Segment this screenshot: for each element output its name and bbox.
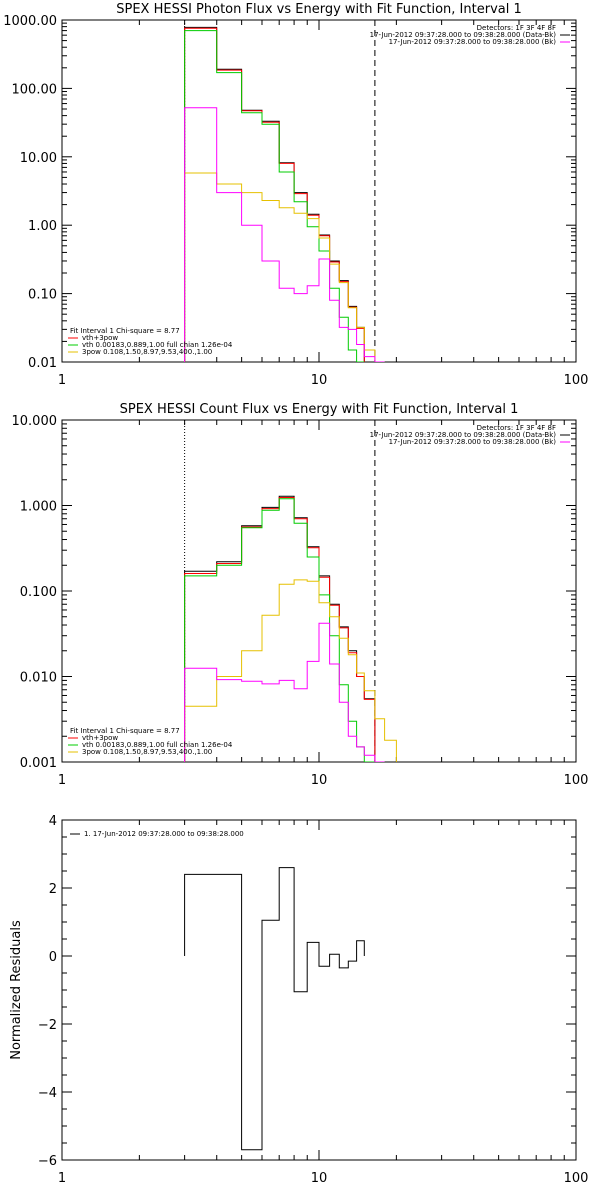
x-tick-label: 100 [564,373,589,388]
series-3 [184,579,397,762]
series-0-curve [184,26,365,362]
series-2 [184,498,375,762]
y-tick-label: 100.00 [12,82,58,97]
chart-title: SPEX HESSI Count Flux vs Energy with Fit… [120,402,519,417]
plot-frame [61,819,577,1161]
series-2-curve [184,30,365,362]
series-4 [184,107,385,362]
x-tick-label: 100 [564,1171,589,1186]
x-tick-label: 10 [311,773,328,788]
series-1-curve [184,27,365,362]
series-1-curve [184,497,376,762]
series-1 [184,497,376,762]
plot-frame [61,19,577,363]
legend-bottom-text: 3pow 0.108,1.50,8.97,9.53,400.,1.00 [82,348,212,356]
legend-top-text: 17-Jun-2012 09:37:28.000 to 09:38:28.000… [370,431,557,439]
x-tick-label: 10 [311,1171,328,1186]
y-tick-label: 0 [49,950,57,965]
legend-bottom-text: 3pow 0.108,1.50,8.97,9.53,400.,1.00 [82,748,212,756]
series-0 [184,26,365,362]
y-axis-label: Normalized Residuals [9,920,24,1060]
y-tick-label: 0.001 [20,756,57,771]
y-tick-label: 1000.00 [3,14,57,29]
series-4-curve [184,622,385,762]
series-0 [184,495,376,762]
legend-top-text: Detectors: 1F 3F 4F 8F [477,24,556,32]
series-0-curve [184,867,365,1151]
y-tick-label: 4 [49,814,57,829]
series-3 [184,172,385,362]
legend-top-text: 17-Jun-2012 09:37:28.000 to 09:38:28.000… [370,31,557,39]
y-tick-label: 1.00 [28,219,57,234]
series-3-curve [184,172,385,362]
series-0 [184,867,365,1151]
series-4-curve [184,107,385,362]
y-tick-label: −4 [38,1086,57,1101]
count-flux-panel: SPEX HESSI Count Flux vs Energy with Fit… [12,402,589,788]
series-0-curve [184,495,376,762]
x-tick-label: 100 [564,773,589,788]
legend-top-text: 17-Jun-2012 09:37:28.000 to 09:38:28.000… [389,38,557,46]
legend-top-text: Detectors: 1F 3F 4F 8F [477,424,556,432]
legend-top-left-text: 1. 17-Jun-2012 09:37:28.000 to 09:38:28.… [84,830,244,838]
series-1 [184,27,365,362]
legend-bottom-text: vth 0.00183,0.889,1.00 full chian 1.26e-… [82,741,233,749]
x-tick-label: 10 [311,373,328,388]
y-tick-label: 10.00 [20,151,57,166]
x-tick-label: 1 [58,1171,66,1186]
series-2-curve [184,498,375,762]
y-tick-label: 10.000 [12,414,58,429]
chart-title: SPEX HESSI Photon Flux vs Energy with Fi… [116,2,522,17]
y-tick-label: −2 [38,1018,57,1033]
legend-bottom-text: vth+3pow [82,734,118,742]
y-tick-label: 1.000 [20,500,57,515]
y-tick-label: 0.01 [28,356,57,371]
x-tick-label: 1 [58,373,66,388]
y-tick-label: 0.10 [28,288,57,303]
legend-bottom-text: Fit Interval 1 Chi-square = 8.77 [70,727,180,735]
series-3-curve [184,579,397,762]
legend-bottom-text: vth 0.00183,0.889,1.00 full chian 1.26e-… [82,341,233,349]
photon-flux-panel: SPEX HESSI Photon Flux vs Energy with Fi… [3,2,588,388]
x-tick-label: 1 [58,773,66,788]
y-tick-label: −6 [38,1154,57,1169]
residuals-panel: 1 10 100 −6 −4 −2 0 2 4 Normalized Residuals 1. 17… [9,814,588,1186]
legend-bottom-text: Fit Interval 1 Chi-square = 8.77 [70,327,180,335]
legend-bottom-text: vth+3pow [82,334,118,342]
y-tick-label: 0.100 [20,585,57,600]
y-tick-label: 0.010 [20,671,57,686]
legend-top-text: 17-Jun-2012 09:37:28.000 to 09:38:28.000… [389,438,557,446]
series-4 [184,622,385,762]
series-2 [184,30,365,362]
y-tick-label: 2 [49,882,57,897]
